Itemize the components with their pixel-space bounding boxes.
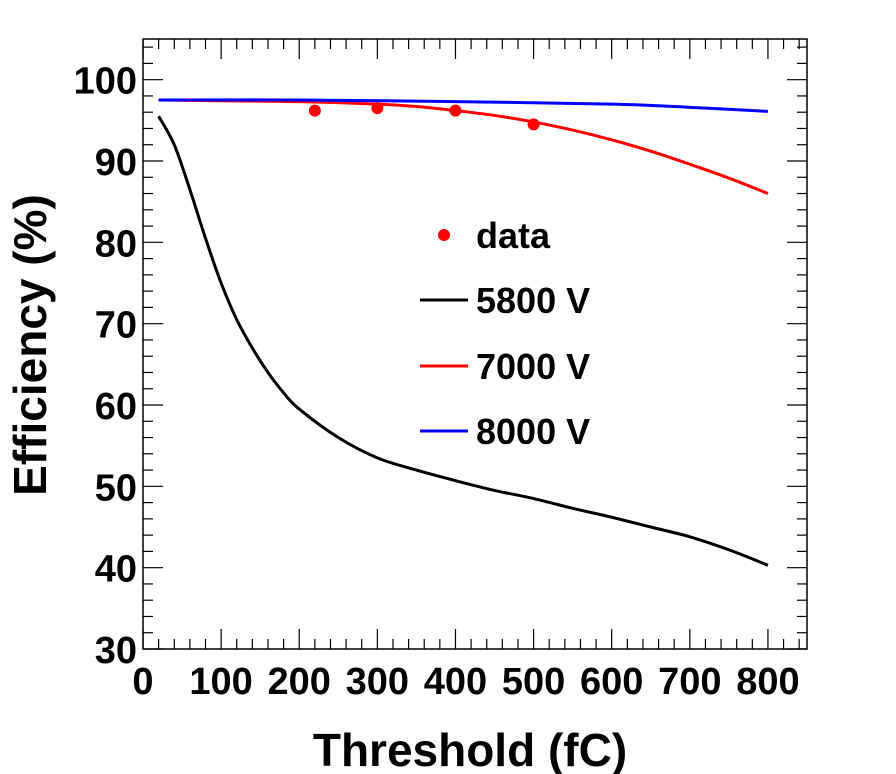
data-point	[371, 102, 384, 115]
axis-tick-labels: 0 100 200 300 400 500 600 700 800 30 40 50 60 70 80 90 1…	[74, 61, 800, 703]
y-tick-label: 70	[95, 305, 137, 347]
legend-marker-data	[438, 229, 450, 241]
x-tick-label: 300	[346, 661, 409, 703]
x-axis-title: Threshold (fC)	[313, 724, 627, 774]
legend-label-data: data	[476, 215, 551, 256]
data-point	[308, 104, 321, 117]
legend: data 5800 V 7000 V 8000 V	[420, 215, 590, 452]
y-tick-label: 30	[95, 630, 137, 672]
y-axis-title: Efficiency (%)	[4, 194, 56, 496]
data-point	[449, 104, 462, 117]
x-tick-label: 500	[502, 661, 565, 703]
x-tick-label: 800	[736, 661, 799, 703]
y-tick-label: 60	[95, 386, 137, 428]
x-tick-label: 0	[132, 661, 153, 703]
series-lines	[157, 98, 769, 567]
legend-label-5800: 5800 V	[476, 280, 590, 321]
y-tick-label: 100	[74, 61, 137, 103]
plot-frame	[142, 38, 808, 650]
x-tick-label: 600	[580, 661, 643, 703]
x-tick-label: 100	[189, 661, 252, 703]
y-tick-label: 40	[95, 549, 137, 591]
data-points	[308, 102, 540, 131]
axis-ticks	[142, 39, 807, 650]
y-tick-label: 80	[95, 223, 137, 265]
data-point	[527, 118, 540, 131]
x-tick-label: 200	[268, 661, 331, 703]
y-tick-label: 90	[95, 142, 137, 184]
series-line-8000-v	[158, 98, 769, 113]
x-tick-label: 700	[658, 661, 721, 703]
x-tick-label: 400	[424, 661, 487, 703]
series-line-7000-v	[158, 98, 769, 195]
y-tick-label: 50	[95, 467, 137, 509]
series-line-5800-v	[157, 115, 769, 567]
legend-label-7000: 7000 V	[476, 346, 590, 387]
legend-label-8000: 8000 V	[476, 411, 590, 452]
